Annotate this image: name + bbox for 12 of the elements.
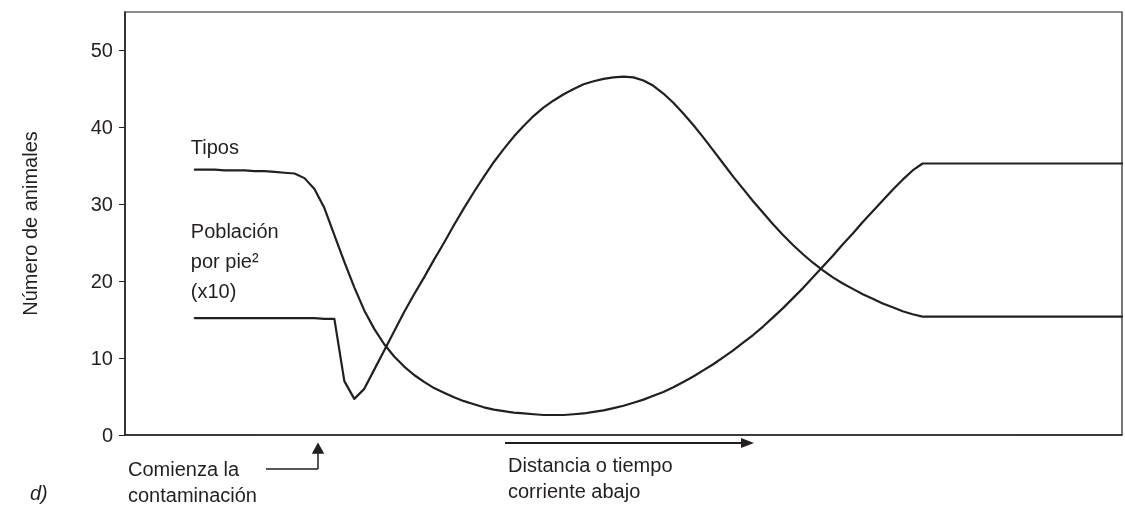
y-axis-title: Número de animales xyxy=(19,131,41,316)
y-tick-label: 30 xyxy=(90,193,113,216)
y-tick-label: 40 xyxy=(90,116,113,139)
y-tick-label: 10 xyxy=(90,347,113,370)
text: Distancia o tiempo corriente abajo xyxy=(508,453,674,504)
y-tick-label: 20 xyxy=(90,270,113,293)
y-tick-label: 0 xyxy=(101,424,113,446)
series-label: Población por pie² (x10) xyxy=(190,220,285,303)
series-label: Tipos xyxy=(190,135,239,158)
text: d) xyxy=(30,481,48,506)
text: Comienza la contaminación xyxy=(128,457,258,508)
y-tick-label: 50 xyxy=(90,39,113,62)
